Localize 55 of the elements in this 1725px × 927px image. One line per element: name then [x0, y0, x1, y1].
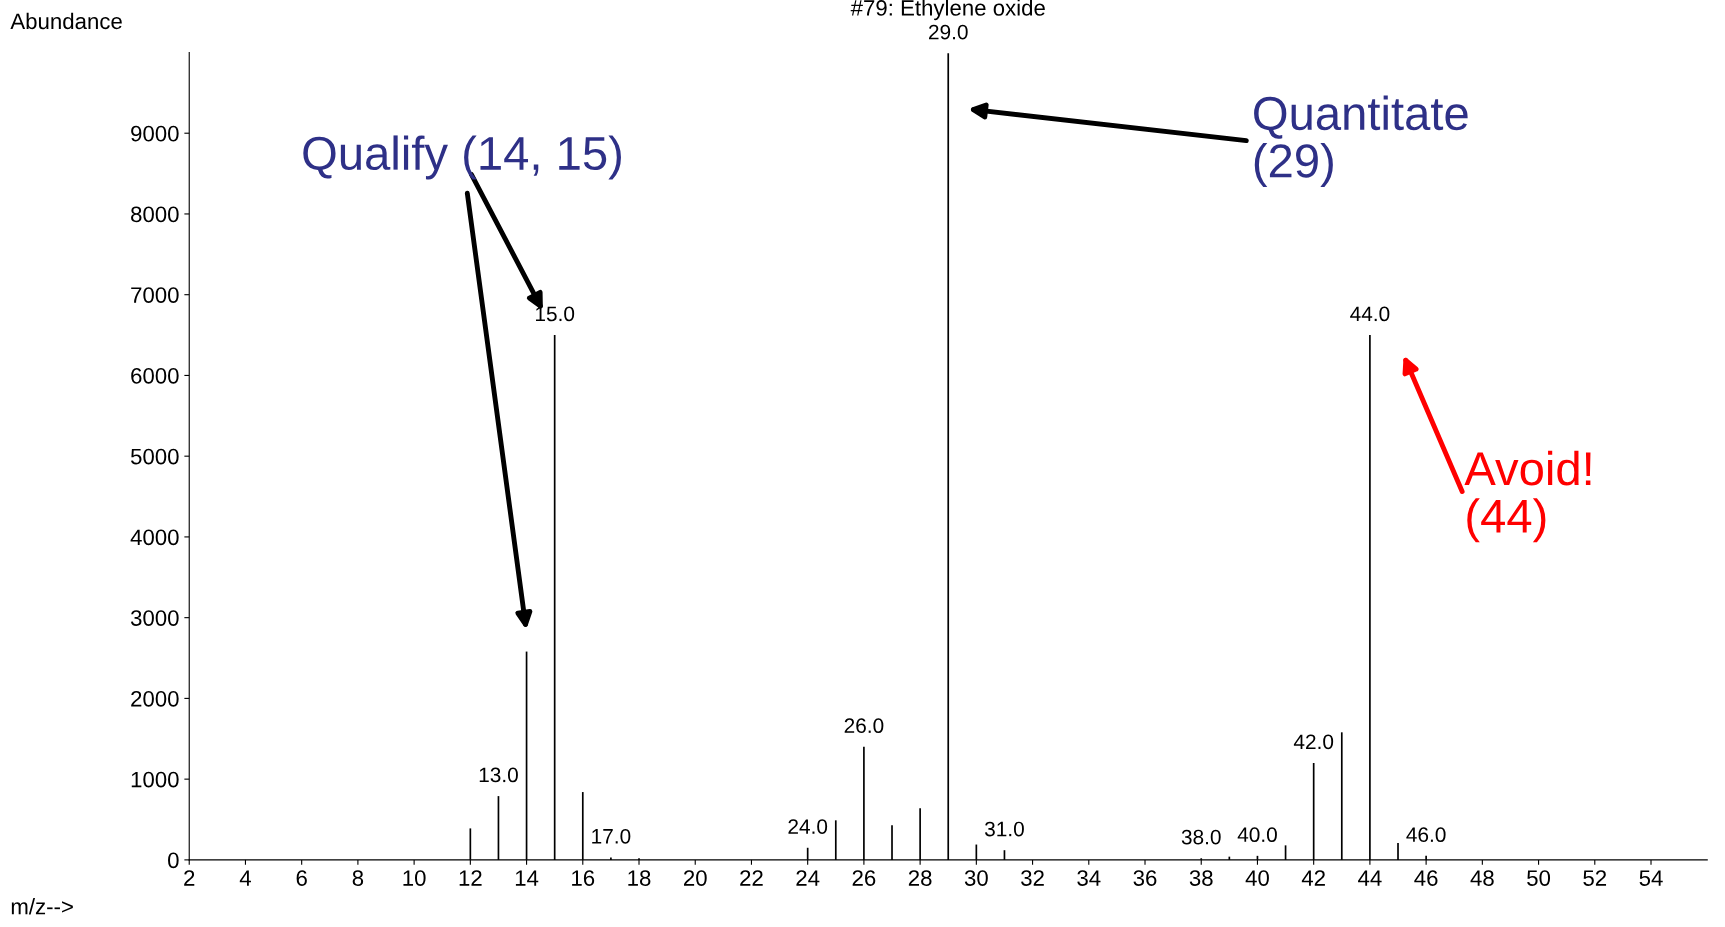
y-axis-title: Abundance [10, 12, 122, 30]
y-tick-label: 3000 [130, 610, 179, 626]
y-tick-label: 8000 [131, 206, 179, 223]
x-tick-label: 4 [239, 870, 251, 886]
x-tick-label: 36 [1133, 870, 1157, 886]
annotation: 44.0 [1350, 306, 1390, 322]
y-tick-label: 0 [168, 852, 179, 869]
annotation: 31.0 [984, 821, 1024, 837]
x-tick-label: 46 [1414, 870, 1438, 886]
x-tick-label: 50 [1527, 870, 1551, 886]
y-tick-label: 1000 [131, 771, 179, 788]
x-tick-label: 54 [1639, 870, 1663, 886]
x-tick-label: 48 [1470, 870, 1494, 886]
annotation: Avoid! (44) [1464, 450, 1591, 543]
x-tick-label: 12 [459, 870, 482, 886]
x-tick-label: 16 [572, 870, 595, 886]
x-tick-label: 2 [184, 870, 195, 886]
x-tick-label: 6 [296, 870, 307, 886]
annotation: 40.0 [1237, 827, 1277, 843]
annotation: Quantitate (29) [1254, 95, 1468, 187]
x-tick-label: 30 [964, 870, 988, 886]
x-tick-label: 40 [1245, 870, 1269, 886]
annotation: 15.0 [535, 306, 575, 322]
x-tick-label: 44 [1358, 870, 1382, 886]
y-tick-label: 2000 [131, 690, 179, 707]
x-tick-label: 32 [1021, 870, 1044, 886]
x-tick-label: 18 [628, 870, 651, 886]
x-tick-label: 52 [1583, 870, 1607, 886]
y-tick-label: 9000 [131, 125, 179, 142]
x-tick-label: 42 [1301, 870, 1325, 886]
annotation: 24.0 [788, 819, 828, 834]
annotation: 42.0 [1293, 734, 1334, 750]
x-axis-title: m/z--> [11, 898, 73, 915]
x-tick-label: 14 [515, 870, 539, 886]
x-tick-label: 8 [352, 870, 364, 886]
x-tick-label: 26 [852, 870, 876, 886]
x-tick-label: 34 [1077, 870, 1101, 886]
x-tick-label: 38 [1189, 870, 1213, 886]
y-tick-label: 7000 [131, 287, 179, 303]
x-tick-label: 22 [740, 870, 763, 886]
chart-title: #79: Ethylene oxide [850, 0, 1045, 21]
annotation: 17.0 [592, 828, 631, 844]
x-tick-label: 28 [908, 870, 932, 886]
x-tick-label: 24 [796, 870, 820, 886]
y-tick-label: 4000 [130, 529, 179, 546]
annotation: 38.0 [1181, 829, 1221, 845]
y-tick-label: 5000 [130, 448, 179, 465]
annotation: 26.0 [844, 718, 884, 734]
x-tick-label: 20 [683, 870, 707, 886]
annotation: 46.0 [1406, 827, 1446, 843]
annotation: Qualify (14, 15) [303, 135, 621, 180]
x-tick-label: 10 [403, 870, 426, 886]
y-tick-label: 6000 [131, 367, 179, 384]
annotation: 29.0 [929, 24, 968, 40]
annotation: 13.0 [479, 767, 518, 783]
